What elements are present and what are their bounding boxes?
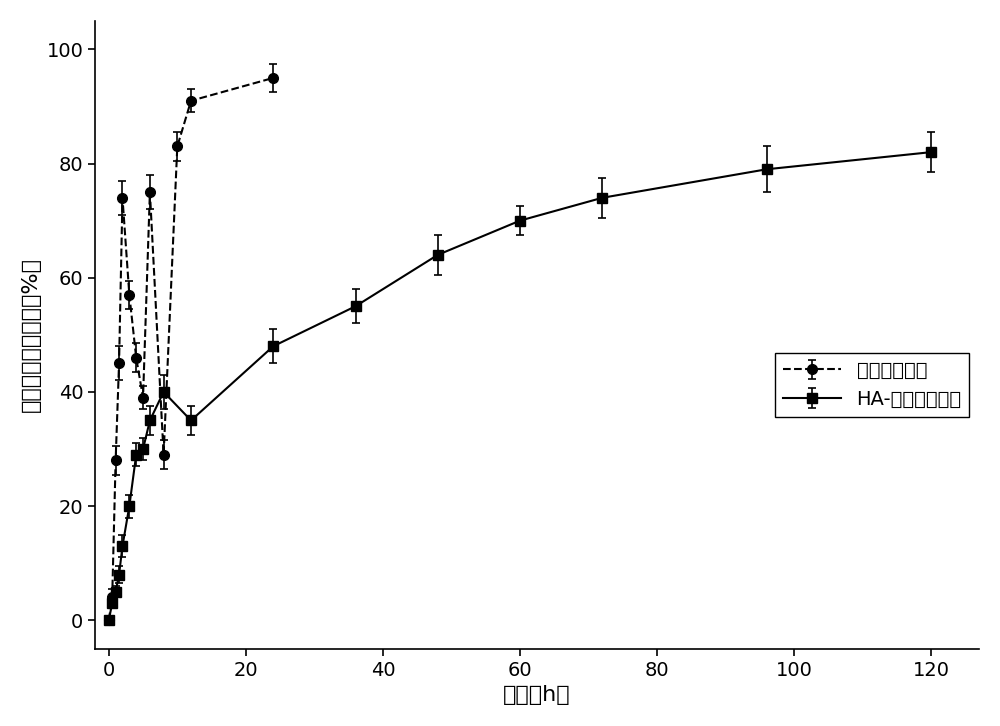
X-axis label: 时间（h）: 时间（h） xyxy=(503,685,571,705)
Legend: 阿霉素原药组, HA-阿霉素微粒组: 阿霉素原药组, HA-阿霉素微粒组 xyxy=(775,354,969,417)
Y-axis label: 阿霊素累积释放量（%）: 阿霊素累积释放量（%） xyxy=(21,257,41,412)
